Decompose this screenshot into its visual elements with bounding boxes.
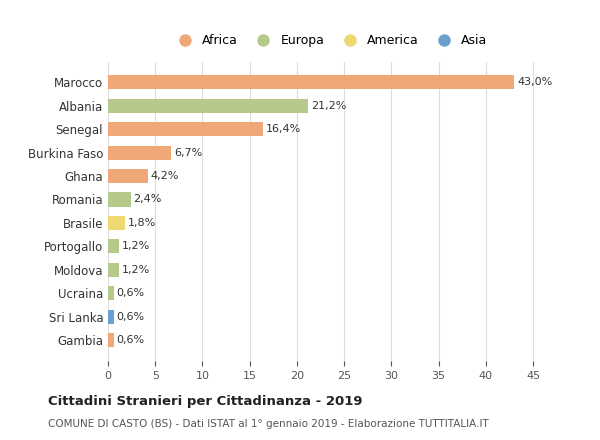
Text: 2,4%: 2,4% (134, 194, 162, 205)
Bar (108, 192, 131, 206)
Bar (108, 216, 125, 230)
Text: 1,2%: 1,2% (122, 265, 151, 275)
Bar (108, 169, 148, 183)
Text: 0,6%: 0,6% (116, 288, 145, 298)
Bar (108, 286, 113, 301)
Text: 0,6%: 0,6% (116, 312, 145, 322)
Text: 6,7%: 6,7% (174, 147, 202, 158)
Text: 1,2%: 1,2% (122, 242, 151, 251)
Text: 4,2%: 4,2% (151, 171, 179, 181)
Bar (108, 239, 119, 253)
Bar (108, 99, 308, 113)
Text: 16,4%: 16,4% (266, 124, 301, 134)
Bar (108, 146, 171, 160)
Text: 1,8%: 1,8% (128, 218, 156, 228)
Text: 21,2%: 21,2% (311, 101, 346, 111)
Text: 43,0%: 43,0% (517, 77, 552, 87)
Text: COMUNE DI CASTO (BS) - Dati ISTAT al 1° gennaio 2019 - Elaborazione TUTTITALIA.I: COMUNE DI CASTO (BS) - Dati ISTAT al 1° … (48, 419, 489, 429)
Legend: Africa, Europa, America, Asia: Africa, Europa, America, Asia (167, 29, 493, 52)
Bar (108, 122, 263, 136)
Bar (108, 333, 113, 347)
Bar (108, 310, 113, 324)
Bar (108, 75, 514, 89)
Text: 0,6%: 0,6% (116, 335, 145, 345)
Bar (108, 263, 119, 277)
Text: Cittadini Stranieri per Cittadinanza - 2019: Cittadini Stranieri per Cittadinanza - 2… (48, 395, 362, 408)
